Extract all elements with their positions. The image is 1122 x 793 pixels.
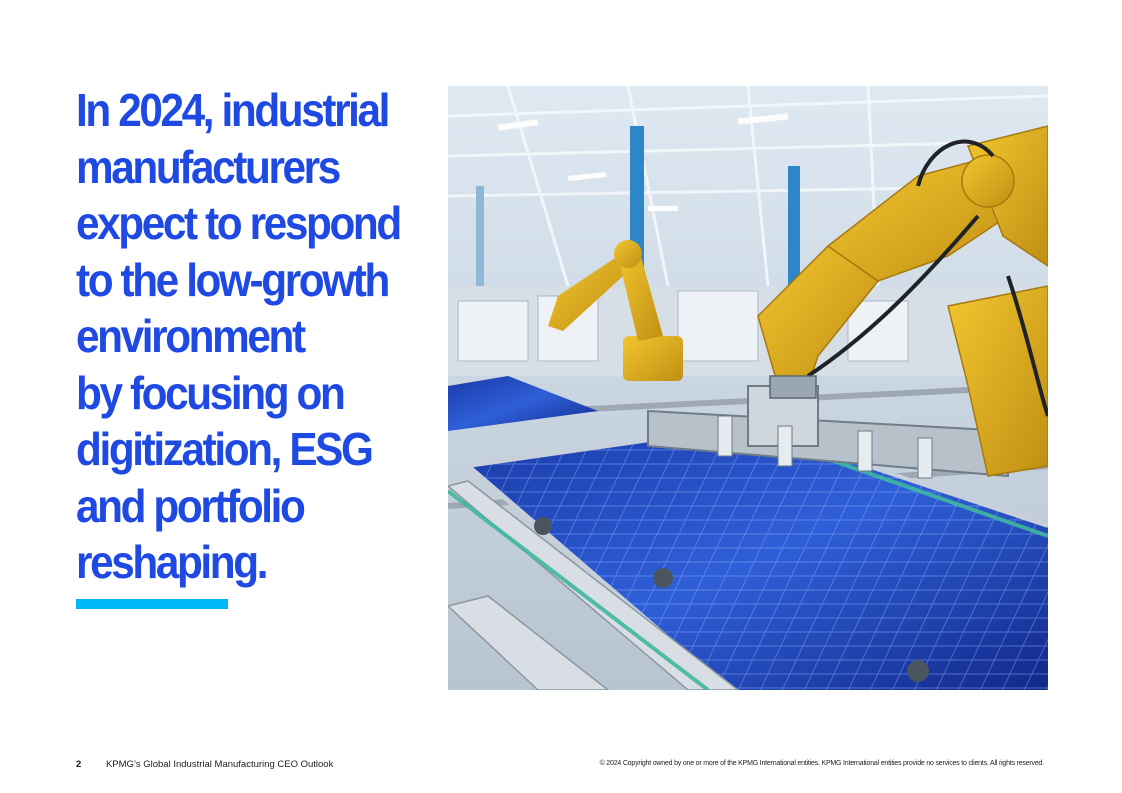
footer-left: 2 KPMG’s Global Industrial Manufacturing… xyxy=(76,759,333,770)
headline-line: digitization, ESG xyxy=(76,423,374,475)
publication-title: KPMG’s Global Industrial Manufacturing C… xyxy=(105,759,334,770)
headline-line: reshaping. xyxy=(76,536,268,588)
headline-line: manufacturers xyxy=(76,140,341,193)
headline-line: In 2024, industrial xyxy=(76,84,390,136)
accent-bar xyxy=(76,599,228,609)
headline: In 2024, industrial manufacturers expect… xyxy=(76,82,407,591)
headline-line: by focusing on xyxy=(76,366,346,419)
headline-line: environment xyxy=(76,310,306,362)
copyright-notice: © 2024 Copyright owned by one or more of… xyxy=(599,760,1045,767)
factory-robot-photo xyxy=(448,86,1048,690)
page-number: 2 xyxy=(76,759,82,770)
headline-line: to the low-growth xyxy=(76,253,390,306)
headline-line: expect to respond xyxy=(76,197,402,249)
headline-line: and portfolio xyxy=(76,479,306,532)
